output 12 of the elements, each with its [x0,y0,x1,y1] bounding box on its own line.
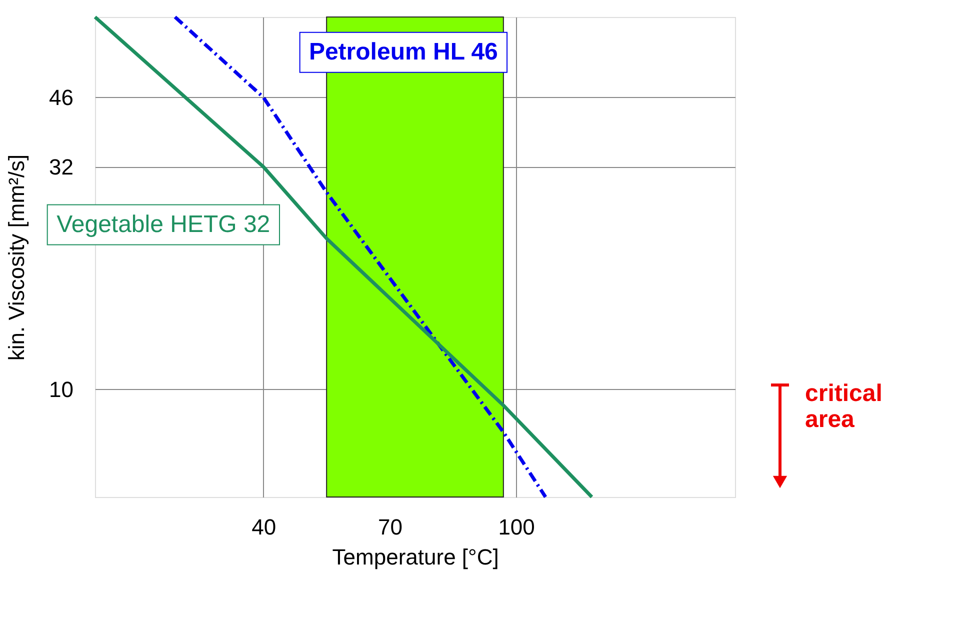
y-tick-label: 46 [49,84,74,110]
text: Petroleum HL 46 [308,38,498,66]
line-series [173,15,548,499]
x-tick-label: 70 [378,514,402,540]
x-axis-title: Temperature [°C] [332,544,499,570]
y-tick-label: 10 [49,376,74,402]
series-label: Vegetable HETG 32 [56,210,270,238]
x-tick-label: 100 [498,514,535,540]
y-tick-label: 32 [49,154,74,180]
x-tick-label: 40 [252,514,276,540]
y-axis-title: kin. Viscosity [mm²/s] [4,154,30,361]
text: critical area [805,380,882,433]
